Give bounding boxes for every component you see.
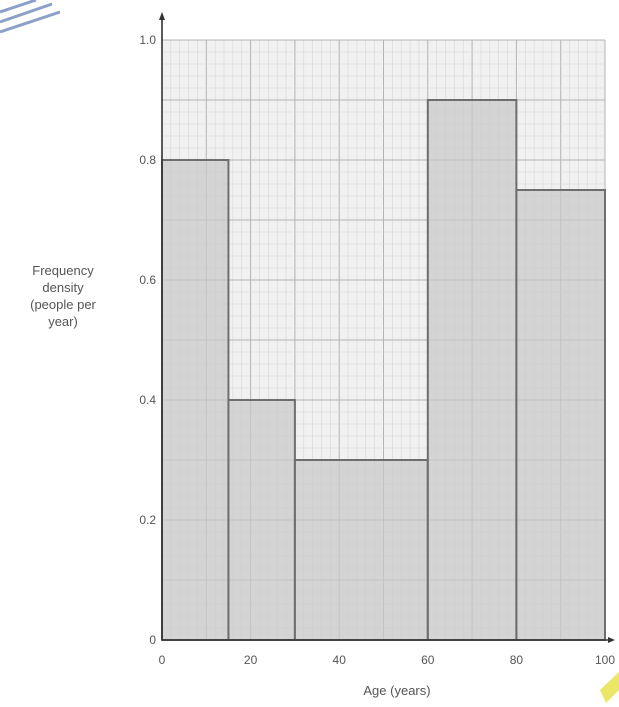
x-tick-label: 100 <box>595 653 615 667</box>
histogram-bar <box>161 159 230 641</box>
y-tick-label: 0.8 <box>139 153 156 167</box>
y-tick-label: 0.6 <box>139 273 156 287</box>
y-tick-label: 1.0 <box>139 33 156 47</box>
histogram-bar <box>227 399 296 641</box>
histogram-bar <box>293 459 429 641</box>
y-axis-arrow <box>159 12 165 20</box>
y-axis-label: Frequency density (people per year) <box>4 262 122 330</box>
y-axis-label-line: Frequency <box>32 263 94 278</box>
y-axis-label-line: (people per <box>30 297 96 312</box>
y-tick-label: 0.2 <box>139 513 156 527</box>
x-tick-label: 40 <box>333 653 347 667</box>
histogram-bar <box>515 189 607 641</box>
x-axis-label: Age (years) <box>363 683 430 698</box>
y-axis-label-line: year) <box>48 314 78 329</box>
x-tick-label: 0 <box>159 653 166 667</box>
x-tick-label: 80 <box>510 653 524 667</box>
x-tick-labels: 0 20 40 60 80 100 <box>159 653 616 667</box>
x-tick-label: 60 <box>421 653 435 667</box>
x-axis-arrow <box>608 637 615 643</box>
y-tick-label: 0.4 <box>139 393 156 407</box>
axes <box>159 12 615 643</box>
y-tick-labels: 0 0.2 0.4 0.6 0.8 1.0 <box>139 33 156 647</box>
x-tick-label: 20 <box>244 653 258 667</box>
highlighter-mark-decoration <box>600 672 619 703</box>
corner-stripes-decoration <box>0 0 61 34</box>
histogram-bar <box>426 99 518 641</box>
y-axis-label-line: density <box>42 280 84 295</box>
y-tick-label: 0 <box>149 633 156 647</box>
